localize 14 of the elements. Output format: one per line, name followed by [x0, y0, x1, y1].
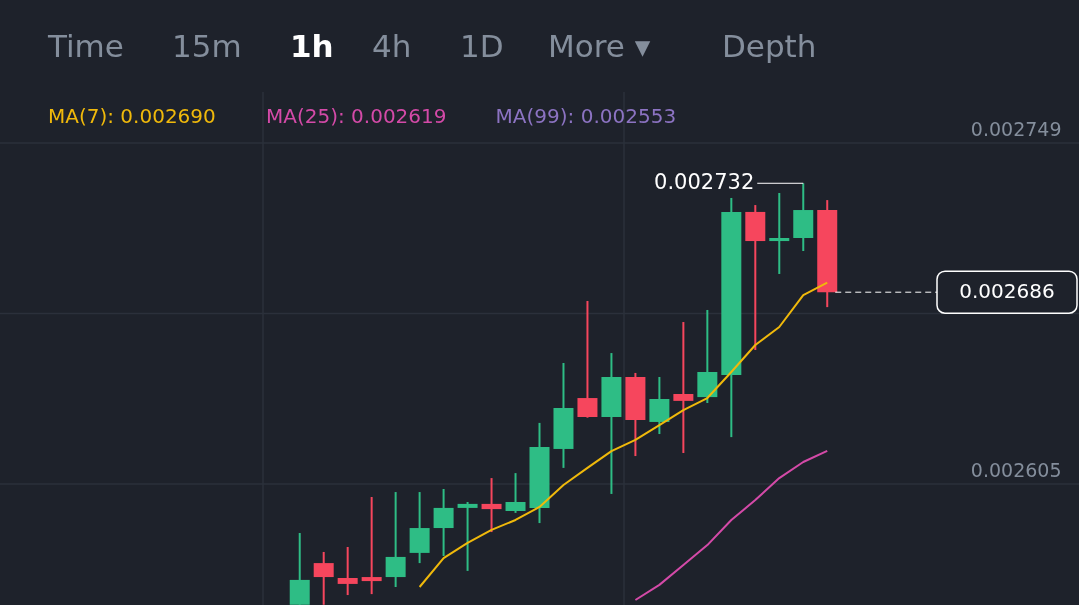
annotation: 0.002732 [654, 170, 755, 195]
annotation: 1D [460, 28, 504, 64]
annotation: Depth [722, 28, 817, 64]
annotation: 15m [172, 28, 242, 64]
ref-line-label: 0.002686 [959, 279, 1055, 304]
annotation: 4h [372, 28, 412, 64]
y-tick-label: 0.002605 [970, 458, 1062, 481]
legend-label: MA(99): 0.002553 [495, 104, 677, 128]
annotation: 1h [290, 28, 334, 64]
text: MA(25): 0.002619 [266, 104, 447, 128]
text: MA(7): 0.002690 [48, 104, 216, 128]
annotation: More ▾ [548, 28, 651, 64]
annotation: Time [47, 28, 124, 64]
y-tick-label: 0.002749 [970, 117, 1062, 140]
